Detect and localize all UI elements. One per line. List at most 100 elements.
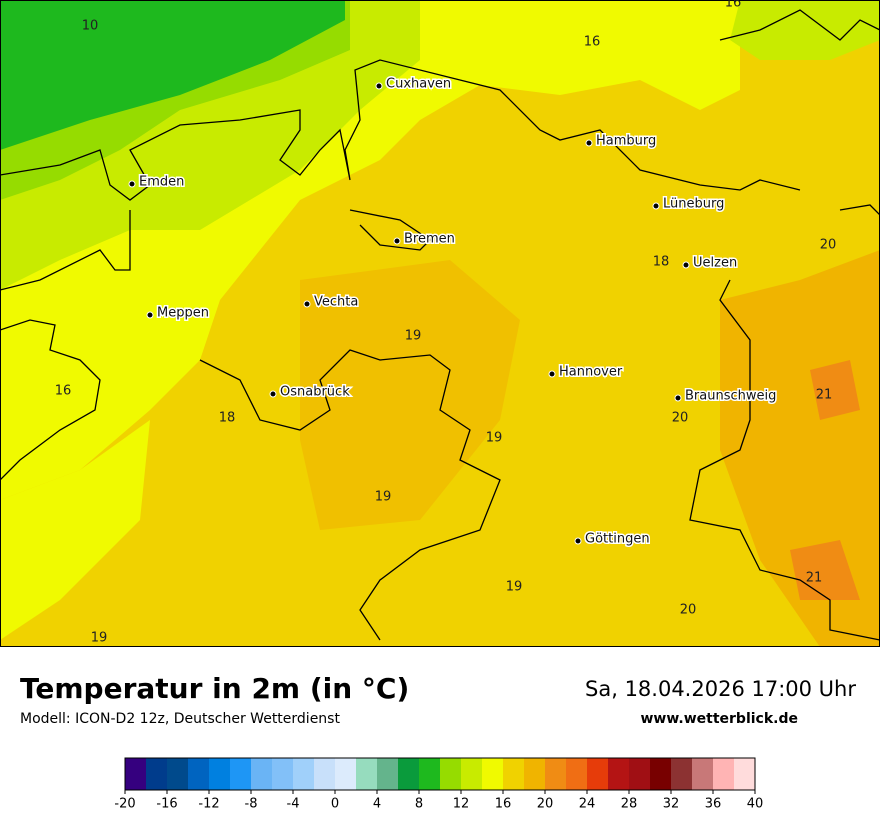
color-cell xyxy=(356,758,378,790)
colorbar: -20 -16 -12 -8 -4 0 4 8 12 16 20 24 28 32 36 40 xyxy=(114,757,764,812)
city-dot xyxy=(652,202,660,210)
tick-label: 32 xyxy=(663,797,680,812)
city-label: Hamburg xyxy=(596,134,656,149)
temperature-label: 19 xyxy=(486,431,503,446)
city-label: Vechta xyxy=(314,295,358,310)
city-dot xyxy=(674,394,682,402)
border-line xyxy=(0,9,880,641)
city-layer: Cuxhaven Hamburg Emden Bremen Lüneburg Uelzen… xyxy=(128,75,778,548)
city-label: Cuxhaven xyxy=(386,77,451,92)
city-label: Göttingen xyxy=(585,532,650,547)
city-dot xyxy=(128,180,136,188)
city-label: Osnabrück xyxy=(280,385,350,400)
color-cell xyxy=(482,758,504,790)
color-cell xyxy=(461,758,483,790)
tick-label: -20 xyxy=(114,797,135,812)
tick-label: 20 xyxy=(537,797,554,812)
city-dot xyxy=(548,370,556,378)
color-cell xyxy=(293,758,315,790)
temperature-label: 21 xyxy=(806,571,823,586)
city-dot xyxy=(146,311,154,319)
city-dot xyxy=(682,261,690,269)
temperature-label: 16 xyxy=(584,35,601,50)
color-cell xyxy=(545,758,567,790)
city-label: Braunschweig xyxy=(685,389,776,404)
tick-label: 8 xyxy=(415,797,423,812)
color-cell xyxy=(146,758,168,790)
tick-label: 0 xyxy=(331,797,339,812)
city-dot xyxy=(303,300,311,308)
colorbar-frame xyxy=(124,757,756,791)
warm-zone xyxy=(0,420,150,640)
city-label: Emden xyxy=(139,175,184,190)
temperature-label: 19 xyxy=(506,580,523,595)
color-cell xyxy=(440,758,462,790)
forecast-time: Sa, 18.04.2026 17:00 Uhr xyxy=(585,677,856,701)
color-cell xyxy=(377,758,399,790)
city-dot xyxy=(269,390,277,398)
tick-label: 16 xyxy=(495,797,512,812)
temperature-label: 21 xyxy=(816,388,833,403)
color-cell xyxy=(251,758,273,790)
temperature-label: 10 xyxy=(82,19,99,34)
color-cell xyxy=(692,758,714,790)
color-cell xyxy=(419,758,441,790)
color-cell xyxy=(167,758,189,790)
temperature-label: 19 xyxy=(375,490,392,505)
tick-label: -8 xyxy=(245,797,258,812)
color-cell xyxy=(608,758,630,790)
tick-label: 4 xyxy=(373,797,381,812)
hottest-zone xyxy=(810,360,860,420)
tick-label: -16 xyxy=(156,797,177,812)
city-label: Lüneburg xyxy=(663,197,724,212)
city-label: Uelzen xyxy=(693,256,737,271)
color-cell xyxy=(209,758,231,790)
color-cell xyxy=(713,758,735,790)
color-cell xyxy=(671,758,693,790)
source: www.wetterblick.de xyxy=(641,711,799,727)
color-cell xyxy=(587,758,609,790)
map-subtitle: Modell: ICON-D2 12z, Deutscher Wetterdie… xyxy=(20,711,340,727)
color-cell xyxy=(398,758,420,790)
city-dot xyxy=(574,537,582,545)
city-dot xyxy=(375,82,383,90)
temperature-label: 16 xyxy=(725,0,742,11)
city-label: Meppen xyxy=(157,306,209,321)
temperature-label: 19 xyxy=(91,631,108,646)
city-label: Bremen xyxy=(404,232,455,247)
temperature-label: 20 xyxy=(672,411,689,426)
temperature-label: 20 xyxy=(680,603,697,618)
color-cell xyxy=(524,758,546,790)
color-cell xyxy=(650,758,672,790)
color-cell xyxy=(188,758,210,790)
color-cell xyxy=(230,758,252,790)
tick-label: 24 xyxy=(579,797,596,812)
coastline xyxy=(0,59,801,201)
color-cell xyxy=(272,758,294,790)
temperature-label: 18 xyxy=(653,255,670,270)
mild-zone xyxy=(730,0,880,60)
temperature-label: 16 xyxy=(55,384,72,399)
color-cell xyxy=(566,758,588,790)
temperature-label: 19 xyxy=(405,329,422,344)
color-cell xyxy=(503,758,525,790)
color-cell xyxy=(734,758,756,790)
tick-label: -12 xyxy=(198,797,219,812)
tick-label: -4 xyxy=(287,797,300,812)
temperature-label: 18 xyxy=(219,411,236,426)
color-cell xyxy=(125,758,147,790)
tick-label: 12 xyxy=(453,797,470,812)
tick-label: 36 xyxy=(705,797,722,812)
temperature-layer: 10 16 16 20 18 19 16 21 18 20 19 19 19 21 20 19 xyxy=(55,0,837,646)
cold-zone xyxy=(0,0,345,150)
map-title: Temperatur in 2m (in °C) xyxy=(20,672,409,705)
tick-label: 28 xyxy=(621,797,638,812)
color-cell xyxy=(314,758,336,790)
temperature-label: 20 xyxy=(820,238,837,253)
tick-label: 40 xyxy=(747,797,764,812)
city-dot xyxy=(585,139,593,147)
city-label: Hannover xyxy=(559,365,623,380)
color-cell xyxy=(335,758,357,790)
